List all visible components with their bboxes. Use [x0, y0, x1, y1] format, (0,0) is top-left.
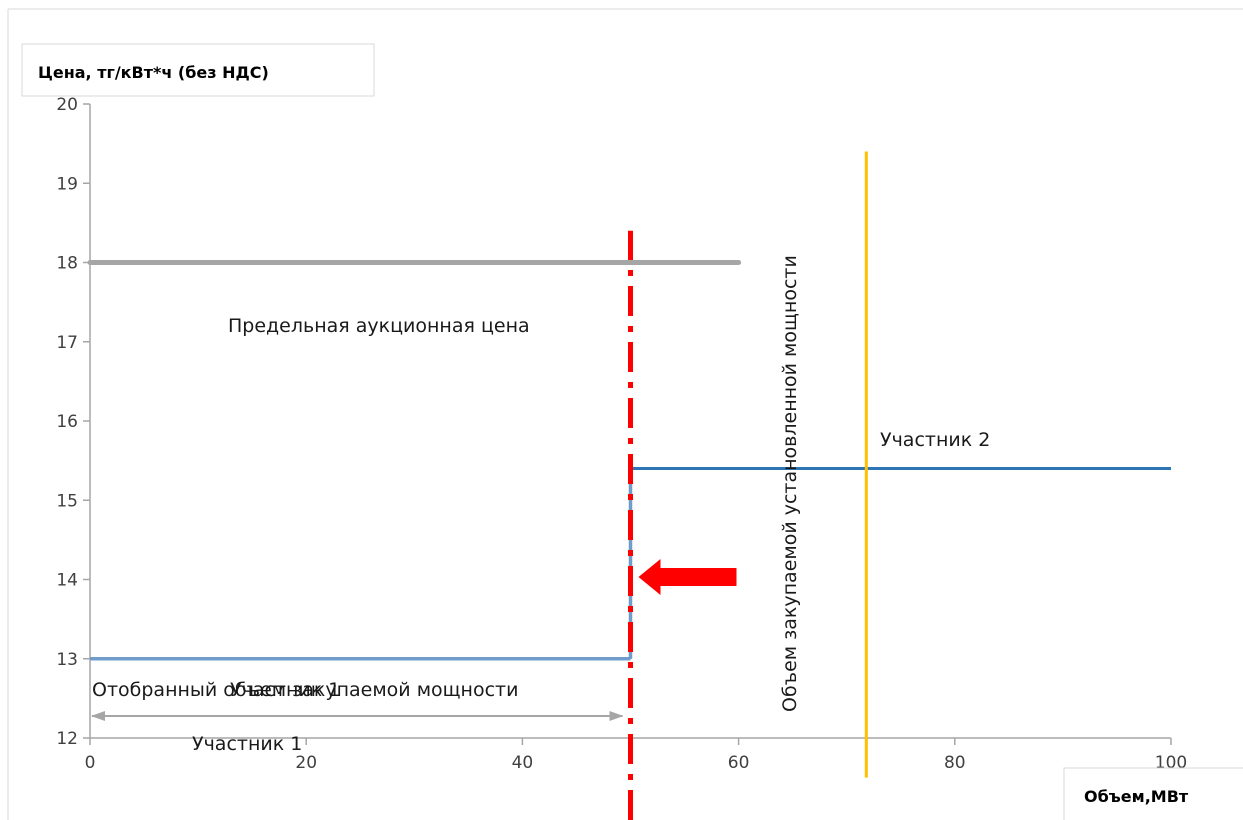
red-arrow-pointer [638, 559, 737, 595]
y-axis-title-box: Цена, тг/кВт*ч (без НДС) [21, 43, 375, 97]
series-participant2-line [629, 467, 1171, 659]
annotation-installed-volume: Объем закупаемой установленной мощности [779, 255, 801, 712]
y-tick-label: 13 [56, 650, 78, 670]
x-tick-label: 80 [944, 753, 966, 773]
x-axis-title-box: Объем,МВт [1063, 767, 1243, 820]
y-tick-label: 17 [56, 333, 78, 353]
annotation-price-limit: Предельная аукционная цена [228, 315, 530, 337]
y-tick-label: 19 [56, 174, 78, 194]
x-tick-label: 40 [512, 753, 534, 773]
y-tick-label: 18 [56, 254, 78, 274]
annotation-participant2: Участник 2 [880, 429, 990, 451]
x-tick-label: 20 [295, 753, 317, 773]
annotation-selected-volume: Отобранный объем закупаемой мощности [92, 679, 518, 701]
x-tick-label: 0 [85, 753, 96, 773]
annotation-participant1-overlap: Участник 1 [230, 679, 340, 701]
y-tick-label: 12 [56, 729, 78, 749]
y-tick-label: 20 [56, 95, 78, 115]
y-tick-label: 15 [56, 491, 78, 511]
annotation-participant1: Участник 1 [192, 733, 302, 755]
y-tick-label: 14 [56, 571, 78, 591]
x-axis-title: Объем,МВт [1084, 787, 1189, 806]
y-axis-title: Цена, тг/кВт*ч (без НДС) [38, 63, 269, 82]
x-tick-label: 60 [728, 753, 750, 773]
y-tick-label: 16 [56, 412, 78, 432]
